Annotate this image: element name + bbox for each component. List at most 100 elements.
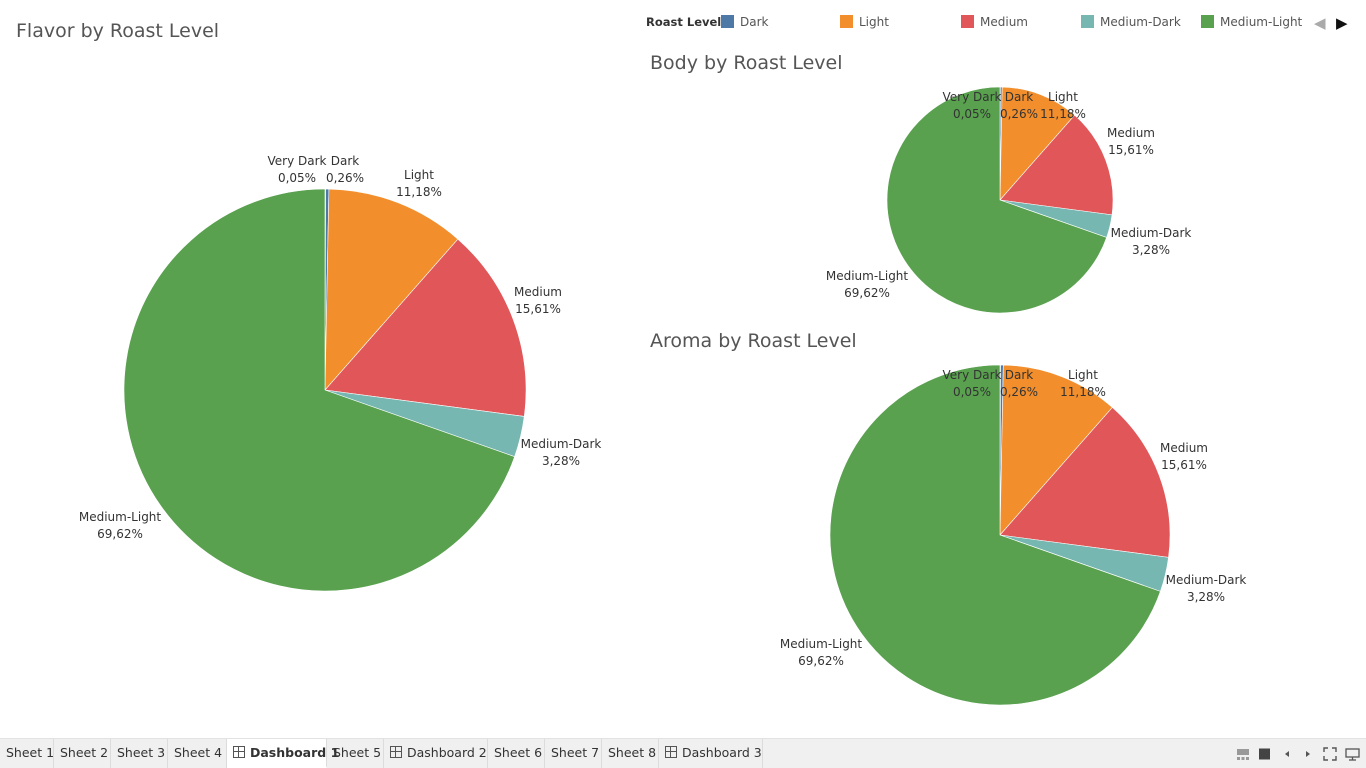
tab-label: Sheet 6 (494, 745, 543, 760)
tab-label: Sheet 2 (60, 745, 109, 760)
body-value-medium-light: 69,62% (844, 286, 890, 300)
flavor-slice-medium-light[interactable] (123, 188, 516, 592)
flavor-chart-title: Flavor by Roast Level (16, 20, 220, 42)
aroma-chart-title: Aroma by Roast Level (650, 330, 857, 352)
body-value-dark: 0,26% (1000, 107, 1038, 121)
dashboard-icon (390, 746, 402, 758)
tab-label: Sheet 7 (551, 745, 600, 760)
flavor-value-dark: 0,26% (326, 171, 364, 185)
body-chart-title: Body by Roast Level (650, 52, 843, 74)
flavor-pie-chart: Very Dark 0,05% Dark 0,26% Light 11,18% Medium… (79, 154, 602, 592)
flavor-value-very-dark: 0,05% (278, 171, 316, 185)
body-slice-medium-light[interactable] (886, 86, 1107, 314)
legend-label: Dark (740, 15, 769, 29)
flavor-slice-light[interactable] (324, 188, 459, 391)
flavor-label-medium-dark: Medium-Dark (521, 437, 602, 451)
aroma-pie-chart: Very Dark 0,05% Dark 0,26% Light 11,18% Medium… (780, 364, 1247, 706)
tab-sheet-8[interactable]: Sheet 8 (602, 739, 659, 768)
body-label-very-dark: Very Dark (943, 90, 1002, 104)
legend-item-medium-light[interactable]: Medium-Light (1201, 15, 1302, 29)
aroma-value-dark: 0,26% (1000, 385, 1038, 399)
body-value-medium: 15,61% (1108, 143, 1154, 157)
dashboard-icon (233, 746, 245, 758)
aroma-value-medium-dark: 3,28% (1187, 590, 1225, 604)
tab-dashboard-1[interactable]: Dashboard 1 (227, 739, 339, 768)
tab-dashboard-2[interactable]: Dashboard 2 (384, 739, 488, 768)
tab-label: Sheet 4 (174, 745, 223, 760)
tab-sheet-6[interactable]: Sheet 6 (488, 739, 545, 768)
flavor-value-medium-light: 69,62% (97, 527, 143, 541)
tab-sheet-7[interactable]: Sheet 7 (545, 739, 602, 768)
tab-label: Dashboard 3 (682, 745, 762, 760)
legend-label: Light (859, 15, 889, 29)
legend-label: Medium-Dark (1100, 15, 1181, 29)
tabs-view-icon[interactable] (1258, 747, 1271, 761)
legend-item-medium-dark[interactable]: Medium-Dark (1081, 15, 1181, 29)
flavor-slice-medium[interactable] (324, 238, 527, 417)
aroma-value-medium: 15,61% (1161, 458, 1207, 472)
roast-level-legend: Roast Level Dark Light Medium Medium-Dar… (646, 14, 1366, 32)
body-label-light: Light (1048, 90, 1078, 104)
body-pie-chart: Very Dark 0,05% Dark 0,26% Light 11,18% Medium… (826, 86, 1192, 314)
body-label-medium: Medium (1107, 126, 1155, 140)
filmstrip-view-icon[interactable] (1236, 747, 1250, 761)
fullscreen-icon[interactable] (1323, 747, 1337, 761)
legend-item-light[interactable]: Light (840, 15, 889, 29)
tab-label: Dashboard 1 (250, 745, 340, 760)
tab-sheet-4[interactable]: Sheet 4 (168, 739, 227, 768)
tab-sheet-3[interactable]: Sheet 3 (111, 739, 168, 768)
aroma-slice-medium[interactable] (999, 406, 1171, 558)
body-value-very-dark: 0,05% (953, 107, 991, 121)
legend-item-medium[interactable]: Medium (961, 15, 1028, 29)
tab-label: Sheet 1 (6, 745, 55, 760)
body-label-medium-light: Medium-Light (826, 269, 909, 283)
aroma-value-very-dark: 0,05% (953, 385, 991, 399)
body-value-light: 11,18% (1040, 107, 1086, 121)
tab-label: Sheet 5 (333, 745, 382, 760)
flavor-label-light: Light (404, 168, 434, 182)
flavor-value-medium-dark: 3,28% (542, 454, 580, 468)
legend-swatch-medium-light (1201, 15, 1214, 28)
legend-swatch-dark (721, 15, 734, 28)
flavor-label-medium: Medium (514, 285, 562, 299)
flavor-label-very-dark: Very Dark (268, 154, 327, 168)
legend-swatch-medium (961, 15, 974, 28)
legend-title: Roast Level (646, 15, 722, 29)
tab-label: Sheet 8 (608, 745, 657, 760)
body-value-medium-dark: 3,28% (1132, 243, 1170, 257)
scroll-left-icon[interactable] (1282, 747, 1292, 761)
aroma-label-light: Light (1068, 368, 1098, 382)
legend-swatch-light (840, 15, 853, 28)
sheet-tab-bar: Sheet 1 Sheet 2 Sheet 3 Sheet 4 Dashboar… (0, 738, 1366, 768)
presentation-mode-icon[interactable] (1345, 747, 1360, 761)
aroma-label-medium-light: Medium-Light (780, 637, 863, 651)
legend-label: Medium-Light (1220, 15, 1303, 29)
tab-sheet-1[interactable]: Sheet 1 (0, 739, 54, 768)
scroll-right-icon[interactable] (1303, 747, 1313, 761)
legend-item-dark[interactable]: Dark (721, 15, 768, 29)
triangle-left-icon[interactable]: ◀ (1314, 14, 1326, 32)
legend-label: Medium (980, 15, 1028, 29)
aroma-value-medium-light: 69,62% (798, 654, 844, 668)
body-label-medium-dark: Medium-Dark (1111, 226, 1192, 240)
aroma-value-light: 11,18% (1060, 385, 1106, 399)
aroma-slice-medium-light[interactable] (829, 364, 1161, 706)
aroma-label-medium: Medium (1160, 441, 1208, 455)
dashboard-icon (665, 746, 677, 758)
tab-sheet-2[interactable]: Sheet 2 (54, 739, 111, 768)
flavor-label-dark: Dark (331, 154, 360, 168)
legend-swatch-medium-dark (1081, 15, 1094, 28)
body-slice-medium[interactable] (999, 114, 1114, 216)
aroma-label-very-dark: Very Dark (943, 368, 1002, 382)
flavor-label-medium-light: Medium-Light (79, 510, 162, 524)
tab-label: Dashboard 2 (407, 745, 487, 760)
tab-sheet-5[interactable]: Sheet 5 (327, 739, 384, 768)
body-slice-light[interactable] (999, 86, 1076, 201)
aroma-label-medium-dark: Medium-Dark (1166, 573, 1247, 587)
flavor-value-light: 11,18% (396, 185, 442, 199)
tab-label: Sheet 3 (117, 745, 166, 760)
tab-dashboard-3[interactable]: Dashboard 3 (659, 739, 763, 768)
triangle-right-icon[interactable]: ▶ (1336, 14, 1348, 32)
aroma-slice-light[interactable] (999, 364, 1113, 536)
flavor-value-medium: 15,61% (515, 302, 561, 316)
